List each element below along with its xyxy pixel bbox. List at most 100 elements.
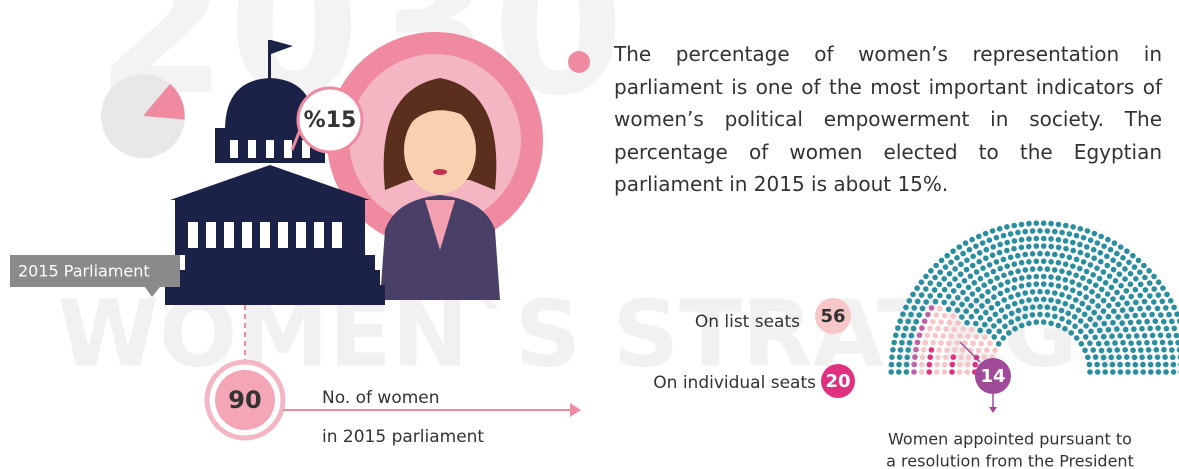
seat-dot (969, 291, 976, 297)
share-text: %15 (304, 108, 357, 133)
seat-dot (927, 325, 933, 332)
seat-dot (1005, 303, 1011, 310)
seat-dot (1135, 257, 1142, 264)
seat-dot (978, 340, 985, 347)
seat-dot (1174, 311, 1179, 317)
seat-dot (991, 285, 998, 291)
seat-dot (1119, 320, 1125, 326)
seat-dot (918, 292, 925, 298)
seat-dot (1029, 251, 1036, 257)
seat-dot (948, 259, 954, 266)
label-box (10, 255, 180, 287)
seat-dot (1026, 236, 1032, 242)
seat-dot (944, 347, 950, 354)
seat-dot (1000, 256, 1007, 263)
seat-dot (1161, 318, 1167, 325)
seat-dot (1026, 281, 1032, 288)
seat-dot (1086, 361, 1093, 368)
seat-dot (977, 315, 984, 321)
seat-dot (1097, 250, 1104, 256)
seat-dot (923, 273, 929, 280)
seat-dot (1108, 354, 1115, 361)
seat-dot (987, 316, 993, 323)
seat-dot (1126, 259, 1132, 266)
seat-dot (1048, 281, 1054, 288)
seat-dot (1155, 292, 1162, 298)
seat-dot (1100, 354, 1107, 361)
seat-dot (1040, 258, 1047, 265)
seat-dot (970, 253, 976, 260)
woman-shirt (425, 200, 455, 250)
individual-label: On individual seats (653, 373, 816, 393)
seat-dot (954, 339, 960, 346)
seat-dot (1147, 293, 1153, 299)
seat-dot (1163, 305, 1169, 311)
seat-dot (1026, 259, 1032, 265)
seat-dot (1055, 322, 1062, 329)
seat-dot (985, 289, 991, 295)
seat-dot (1147, 325, 1153, 332)
seat-dot (1040, 319, 1047, 325)
seat-dot (946, 270, 953, 277)
seat-dot (1081, 311, 1088, 318)
list-count: 56 (820, 306, 845, 327)
bullet (568, 51, 590, 73)
seat-dot (1093, 282, 1099, 289)
seat-dot (968, 302, 974, 309)
seat-dot (1105, 313, 1112, 320)
seat-dot (1106, 347, 1113, 354)
seat-dot (977, 327, 983, 334)
seat-dot (998, 282, 1004, 288)
seat-dot (986, 262, 993, 268)
seat-dot (936, 347, 942, 353)
seat-dot (1044, 289, 1051, 295)
seat-dot (1088, 328, 1094, 335)
seat-dot (1123, 354, 1130, 360)
seat-dot (1011, 285, 1017, 291)
seat-dot (1159, 339, 1166, 346)
appointed-badge (975, 358, 1011, 394)
seat-dot (933, 262, 939, 269)
seat-dot (1015, 307, 1022, 314)
seat-dot (1173, 332, 1179, 339)
label-tail (145, 287, 160, 297)
seat-dot (950, 354, 957, 360)
seat-dot (1171, 325, 1178, 332)
seat-dot (910, 325, 917, 332)
seat-dot (983, 246, 990, 253)
seat-dot (1124, 300, 1130, 307)
seat-dot (930, 339, 936, 346)
seat-dot (1094, 265, 1100, 272)
seat-dot (1082, 285, 1089, 291)
seat-dot (1163, 325, 1170, 332)
seat-dot (1160, 285, 1166, 292)
seat-dot (1120, 339, 1126, 346)
seat-dot (946, 281, 953, 288)
seat-dot (927, 293, 933, 299)
seat-dot (1147, 361, 1154, 368)
seat-dot (1117, 369, 1124, 375)
seat-dot (950, 248, 956, 254)
seat-dot (1130, 347, 1136, 354)
seat-dot (982, 334, 988, 341)
seat-dot (1065, 310, 1072, 317)
seat-dot (1140, 361, 1146, 368)
seat-dot (1037, 228, 1043, 234)
seat-dot (990, 268, 997, 275)
seat-dot (965, 333, 971, 340)
woman-fringe (405, 98, 478, 130)
seat-dot (1073, 335, 1080, 341)
seat-dot (1015, 316, 1021, 322)
seat-dot (941, 361, 948, 368)
seat-dot (1132, 369, 1139, 375)
seat-dot (914, 339, 921, 346)
seat-dot (937, 292, 943, 299)
seat-dot (911, 305, 917, 311)
seat-dot (891, 339, 897, 346)
seat-dot (949, 361, 956, 368)
seat-dot (993, 259, 1000, 265)
seat-dot (1008, 270, 1014, 276)
seat-dot (1055, 275, 1061, 281)
seat-dot (1052, 313, 1058, 320)
seat-dot (1026, 320, 1032, 327)
